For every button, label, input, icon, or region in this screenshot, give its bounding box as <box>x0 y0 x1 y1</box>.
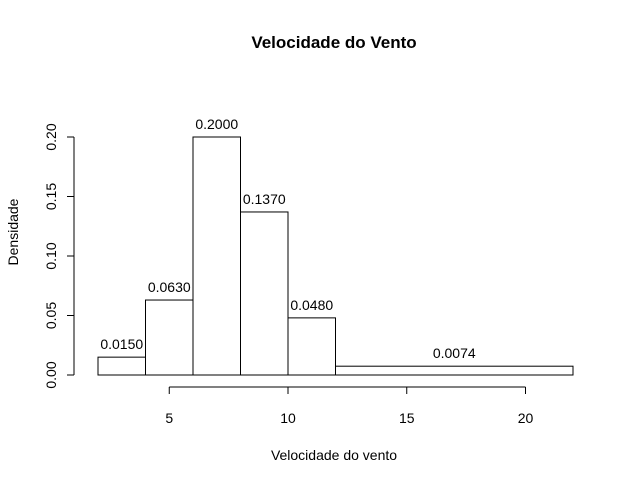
y-tick-label: 0.20 <box>43 123 59 150</box>
bars-group <box>97 136 574 376</box>
x-tick-label: 10 <box>280 410 296 426</box>
chart-title: Velocidade do Vento <box>251 33 416 52</box>
histogram-bar <box>287 317 336 376</box>
x-axis: 5 10 15 20 <box>165 386 534 426</box>
bar-labels-group: 0.0150 0.0630 0.2000 0.1370 0.0480 0.0074 <box>100 116 476 361</box>
y-axis-label: Densidade <box>5 198 21 265</box>
histogram-bar <box>192 136 241 376</box>
y-tick-label: 0.05 <box>43 302 59 329</box>
bar-value-label: 0.0150 <box>100 336 143 352</box>
x-axis-label: Velocidade do vento <box>271 447 397 463</box>
bar-value-label: 0.2000 <box>195 116 238 132</box>
x-tick-label: 15 <box>399 410 415 426</box>
bar-value-label: 0.0074 <box>433 345 476 361</box>
bar-value-label: 0.0480 <box>290 297 333 313</box>
x-tick-label: 5 <box>165 410 173 426</box>
histogram-bar <box>335 365 574 376</box>
y-tick-label: 0.15 <box>43 183 59 210</box>
histogram-bar <box>97 356 146 376</box>
bar-value-label: 0.0630 <box>148 279 191 295</box>
histogram-bar <box>240 211 289 376</box>
y-tick-label: 0.00 <box>43 361 59 388</box>
histogram-bar <box>145 299 194 376</box>
y-tick-label: 0.10 <box>43 242 59 269</box>
y-axis: 0.00 0.05 0.10 0.15 0.20 <box>43 123 75 389</box>
x-tick-label: 20 <box>518 410 534 426</box>
bar-value-label: 0.1370 <box>243 191 286 207</box>
